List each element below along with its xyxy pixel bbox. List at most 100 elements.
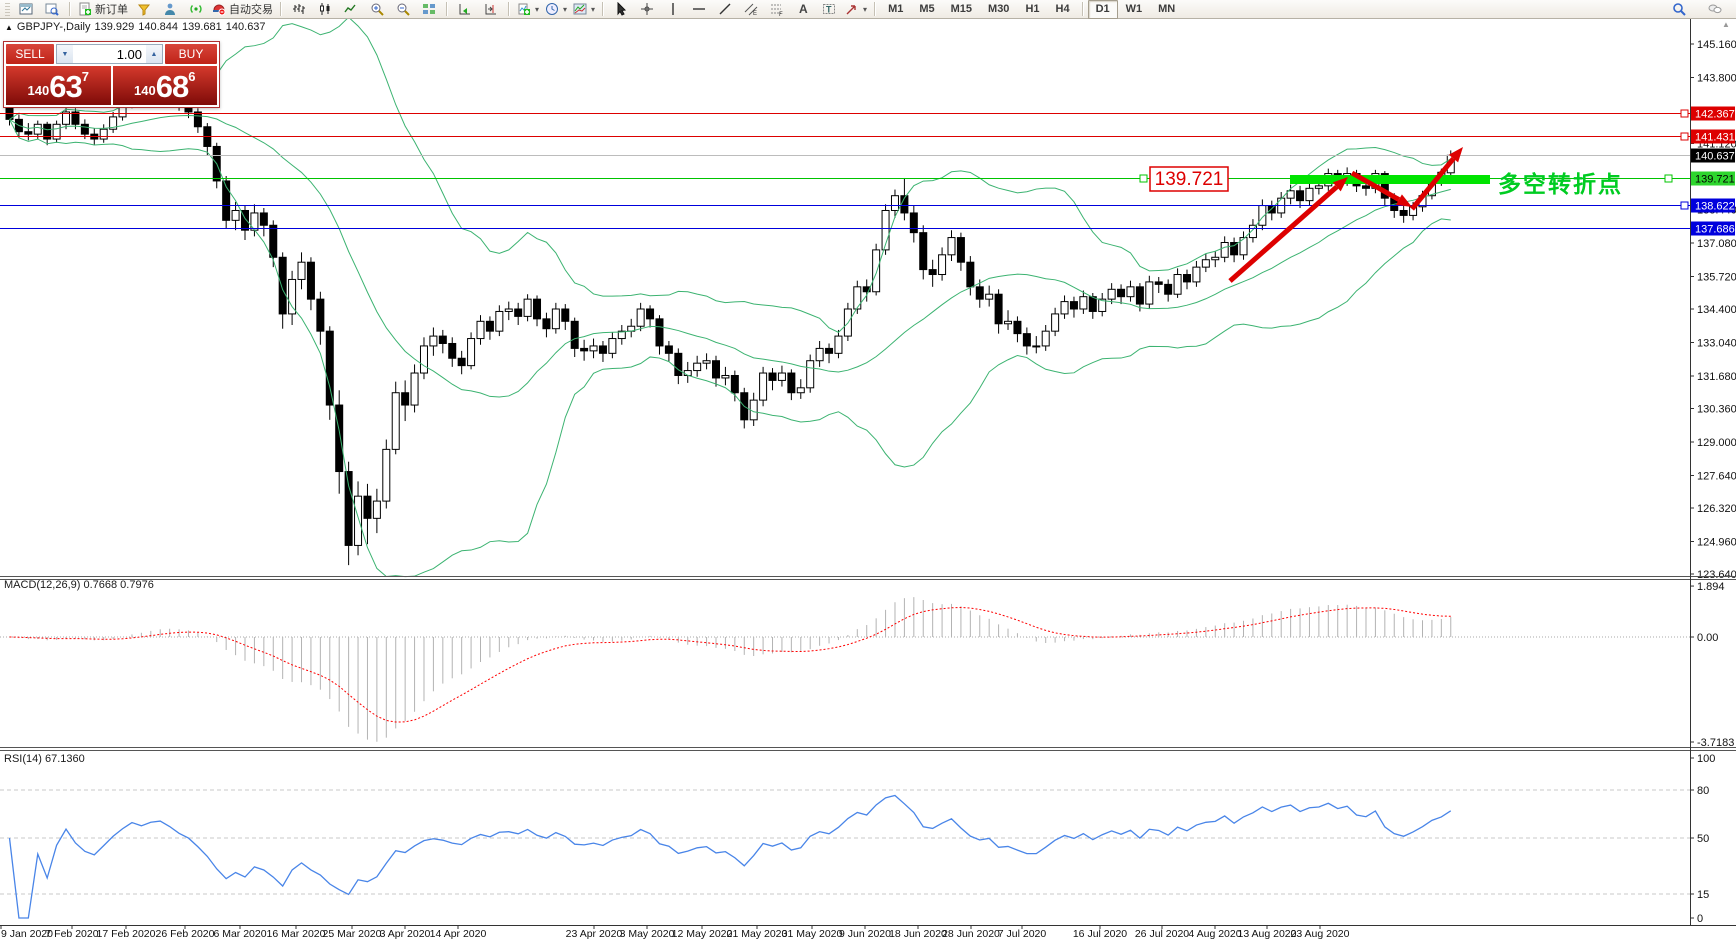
auto-scroll-button[interactable] [452, 1, 478, 18]
zoom-out-button[interactable] [390, 1, 416, 18]
vertical-line-button[interactable] [660, 1, 686, 18]
chart-shift-button[interactable] [478, 1, 504, 18]
text-label-button[interactable]: T [816, 1, 842, 18]
rsi-scale-label: 15 [1697, 889, 1709, 901]
bar-chart-icon [293, 4, 305, 14]
line-handle[interactable] [1664, 174, 1673, 183]
trend-arrow[interactable] [1410, 156, 1456, 211]
collapse-panel-icon[interactable]: ▲ [5, 22, 13, 32]
autotrading-button[interactable]: 自动交易 [209, 1, 276, 18]
line-handle[interactable] [1139, 174, 1148, 183]
price-badge [1691, 171, 1735, 186]
new-order-button[interactable]: 新订单 [75, 1, 131, 18]
trend-arrow[interactable] [1228, 185, 1339, 283]
date-tick-label: 13 Aug 2020 [1238, 928, 1297, 940]
templates-button[interactable]: ▾ [570, 1, 598, 18]
timeframe-M5-button[interactable]: M5 [919, 2, 935, 15]
timeframe-H1-button[interactable]: H1 [1025, 2, 1040, 15]
scroll-up-icon[interactable]: ▲ [1722, 20, 1730, 29]
price-tick-label: 126.320 [1697, 503, 1736, 515]
date-tick-label: 16 Mar 2020 [267, 928, 326, 940]
arrow-head [1395, 194, 1412, 207]
signals-radar-icon [190, 5, 202, 13]
trend-line-button[interactable] [712, 1, 738, 18]
price-label-box[interactable] [1149, 166, 1229, 192]
dropdown-arrow-icon[interactable]: ▾ [535, 4, 540, 14]
search-button[interactable] [1666, 1, 1692, 18]
date-tick-label: 7 Jul 2020 [998, 928, 1047, 940]
bar-chart-button[interactable] [286, 1, 312, 18]
price-tick-label: 129.000 [1697, 437, 1736, 449]
horizontal-line-button[interactable] [686, 1, 712, 18]
fibonacci-button[interactable]: F [764, 1, 790, 18]
date-tick-label: 9 Jan 2020 [1, 928, 53, 940]
macd-pane: 1.894 0.00 -3.7183 [0, 581, 1734, 749]
volume-decrease-button[interactable]: ▼ [57, 45, 73, 63]
sell-price[interactable]: 140 63 7 [6, 66, 111, 105]
indicators-button[interactable]: ▾ [514, 1, 542, 18]
profiles-search-icon [45, 3, 59, 16]
text-button[interactable]: A [790, 1, 816, 18]
date-tick-label: 26 Jul 2020 [1135, 928, 1189, 940]
mt4-toolbar: 新订单 自动交易 ▾ ▾ ▾ E F A T ▾ M1 M5 M15 M30 H1 H4 D1 W1 MN [0, 0, 1736, 19]
expert-advisor-button[interactable] [131, 1, 157, 18]
price-badge [1691, 148, 1735, 163]
cursor-icon [617, 2, 627, 16]
rsi-scale-label: 80 [1697, 785, 1709, 797]
dropdown-arrow-icon[interactable]: ▾ [863, 4, 868, 14]
date-tick-label: 28 Jun 2020 [942, 928, 1000, 940]
line-handle[interactable] [1680, 201, 1689, 210]
line-handle[interactable] [1680, 132, 1689, 141]
price-tick-label: 134.400 [1697, 304, 1736, 316]
arrows-button[interactable]: ▾ [842, 1, 870, 18]
ohlc-open: 139.929 [94, 21, 135, 33]
timeframe-M30-button[interactable]: M30 [988, 2, 1010, 15]
price-tick-label: 135.720 [1697, 271, 1736, 283]
cursor-button[interactable] [608, 1, 634, 18]
equidistant-channel-button[interactable]: E [738, 1, 764, 18]
timeframe-M15-button[interactable]: M15 [950, 2, 973, 15]
timeframe-M1-button[interactable]: M1 [888, 2, 904, 15]
chart-area[interactable]: 145.160143.800141.120138.440137.080135.7… [0, 19, 1736, 942]
search-icon [1673, 3, 1686, 16]
timeframe-MN-button[interactable]: MN [1158, 2, 1176, 15]
fibonacci-icon: F [771, 4, 783, 16]
date-tick-label: 9 Jun 2020 [839, 928, 891, 940]
tile-windows-button[interactable] [416, 1, 442, 18]
buy-price[interactable]: 140 68 6 [112, 66, 217, 105]
chart-window-button[interactable] [13, 1, 39, 18]
crosshair-button[interactable] [634, 1, 660, 18]
volume-input[interactable] [73, 45, 146, 63]
periods-clock-button[interactable]: ▾ [542, 1, 570, 18]
date-tick-label: 16 Jul 2020 [1073, 928, 1127, 940]
toolbar-grip[interactable] [5, 2, 10, 16]
timeframe-D1-button[interactable]: D1 [1087, 0, 1118, 19]
dropdown-arrow-icon[interactable]: ▾ [591, 4, 596, 14]
ohlc-low: 139.681 [182, 21, 222, 33]
price-tick-label: 131.680 [1697, 371, 1736, 383]
terminal-user-button[interactable] [157, 1, 183, 18]
buy-button[interactable]: BUY [165, 44, 217, 64]
symbol-info-bar: ▲ GBPJPY-,Daily 139.929 140.844 139.681 … [5, 21, 266, 33]
zoom-in-button[interactable] [364, 1, 390, 18]
line-handle[interactable] [1680, 109, 1689, 118]
line-chart-button[interactable] [338, 1, 364, 18]
timeframe-H4-button[interactable]: H4 [1055, 2, 1070, 15]
sell-button[interactable]: SELL [6, 44, 54, 64]
chart-annotations[interactable]: 139.721 多空转折点 [1149, 147, 1623, 283]
trend-arrow[interactable] [1350, 170, 1401, 202]
signals-radar-button[interactable] [183, 1, 209, 18]
price-tick-label: 123.640 [1697, 569, 1736, 581]
candlestick-chart-button[interactable] [312, 1, 338, 18]
turning-point-label[interactable]: 多空转折点 [1498, 171, 1623, 197]
timeframe-W1-button[interactable]: W1 [1125, 2, 1143, 15]
vertical-line-icon [672, 3, 674, 15]
zoom-out-icon [397, 3, 410, 16]
chat-button[interactable] [1702, 1, 1728, 18]
volume-increase-button[interactable]: ▲ [146, 45, 162, 63]
dropdown-arrow-icon[interactable]: ▾ [563, 4, 568, 14]
thick-trendline[interactable] [1290, 175, 1490, 184]
date-tick-label: 18 Jun 2020 [889, 928, 947, 940]
profiles-search-button[interactable] [39, 1, 65, 18]
